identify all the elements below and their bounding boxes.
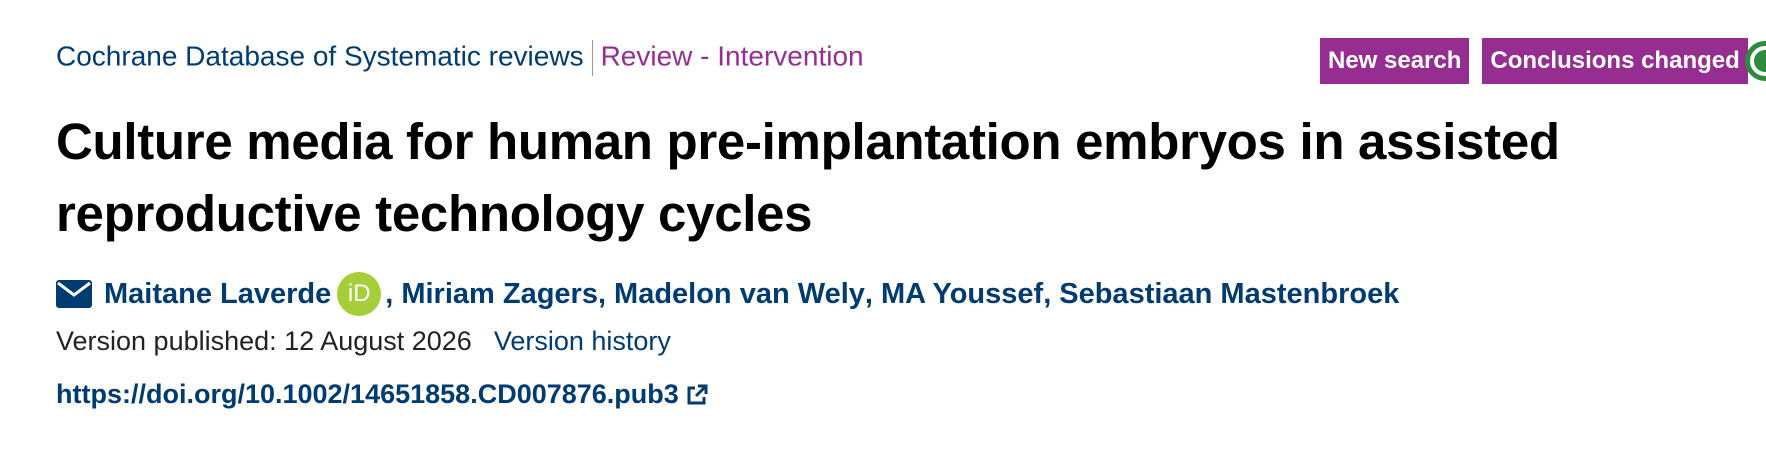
separator <box>591 40 593 76</box>
review-title: Culture media for human pre-implantation… <box>56 113 1560 242</box>
authors: Maitane Laverde iD , Miriam Zagers, Made… <box>56 272 1399 316</box>
external-link-icon[interactable] <box>685 383 709 407</box>
version-info: Version published: 12 August 2026 Version… <box>56 326 671 357</box>
orcid-icon[interactable]: iD <box>337 272 382 316</box>
doi: https://doi.org/10.1002/14651858.CD00787… <box>56 379 709 410</box>
author-separator: , <box>597 277 607 310</box>
version-published: Version published: 12 August 2026 <box>56 326 472 356</box>
breadcrumb: Cochrane Database of Systematic reviews R… <box>56 40 864 76</box>
database-name[interactable]: Cochrane Database of Systematic reviews <box>56 40 584 72</box>
author-separator: , <box>1043 277 1052 310</box>
author-separator: , <box>864 277 873 310</box>
version-history-link[interactable]: Version history <box>493 326 671 356</box>
badge[interactable]: New search <box>1320 38 1470 84</box>
author-separator: , <box>385 277 394 310</box>
author[interactable]: Maitane Laverde <box>104 277 332 310</box>
author[interactable]: MA Youssef <box>880 277 1044 310</box>
status-icon[interactable] <box>1742 38 1766 84</box>
email-icon[interactable] <box>56 280 92 308</box>
author[interactable]: Madelon van Wely <box>614 277 865 310</box>
author[interactable]: Miriam Zagers <box>401 277 598 310</box>
doi-link[interactable]: https://doi.org/10.1002/14651858.CD00787… <box>56 379 679 409</box>
author[interactable]: Sebastiaan Mastenbroek <box>1059 277 1400 310</box>
badge[interactable]: Conclusions changed <box>1482 38 1748 84</box>
review-type[interactable]: Review - Intervention <box>600 40 864 72</box>
badges: New search Conclusions changed <box>1320 38 1748 84</box>
